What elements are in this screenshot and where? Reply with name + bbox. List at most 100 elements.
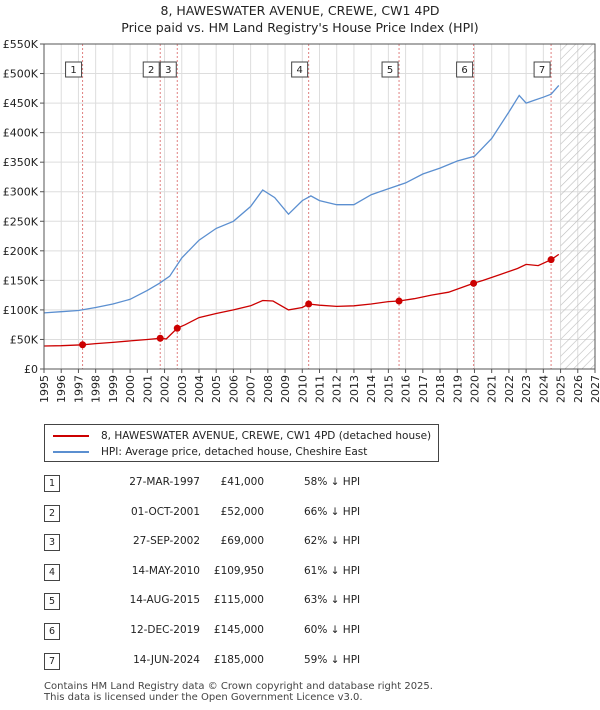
- sale-row: 7 14-JUN-2024 £185,000 59% ↓ HPI: [42, 650, 382, 680]
- x-tick-label: 2022: [503, 375, 516, 403]
- footer: Contains HM Land Registry data © Crown c…: [44, 681, 433, 703]
- x-tick-label: 2017: [417, 375, 430, 403]
- sale-label-box-4: [291, 61, 309, 78]
- sale-hpi-diff: 63% ↓ HPI: [304, 594, 361, 607]
- sales-table: 1 27-MAR-1997 £41,000 58% ↓ HPI 2 01-OCT-2001…: [42, 472, 382, 679]
- footer-line2: This data is licensed under the Open Gov…: [44, 692, 363, 703]
- x-tick-label: 2014: [365, 375, 378, 403]
- legend: 8, HAWESWATER AVENUE, CREWE, CW1 4PD (de…: [44, 424, 439, 462]
- x-tick-label: 2006: [227, 375, 240, 403]
- y-tick-label: £200K: [3, 245, 39, 258]
- property-price-line: [43, 253, 560, 347]
- sale-row: 5 14-AUG-2015 £115,000 63% ↓ HPI: [42, 590, 382, 620]
- x-tick-label: 2007: [245, 375, 258, 403]
- sale-price: £69,000: [220, 535, 264, 548]
- x-tick-label: 1996: [55, 375, 68, 403]
- legend-swatch-hpi: [53, 451, 89, 453]
- x-tick-label: 2025: [555, 375, 568, 403]
- sale-label-box-1: [65, 61, 83, 78]
- x-tick-label: 2021: [486, 375, 499, 403]
- legend-label-property: 8, HAWESWATER AVENUE, CREWE, CW1 4PD (de…: [101, 430, 432, 442]
- sale-date: 27-MAR-1997: [129, 476, 200, 488]
- legend-swatch-property: [53, 435, 89, 437]
- y-tick-label: £300K: [3, 186, 39, 199]
- x-tick-label: 1999: [107, 375, 120, 403]
- y-tick-label: £350K: [3, 156, 39, 169]
- x-tick-label: 2019: [451, 375, 464, 403]
- y-tick-label: £400K: [3, 127, 39, 140]
- x-tick-label: 2010: [296, 375, 309, 403]
- chart-grid: [43, 43, 596, 370]
- chart-title: 8, HAWESWATER AVENUE, CREWE, CW1 4PD Pri…: [0, 2, 600, 36]
- sale-point-2: [156, 334, 164, 342]
- x-tick-label: 2016: [400, 375, 413, 403]
- y-tick-label: £250K: [3, 215, 39, 228]
- sale-point-4: [305, 300, 313, 308]
- sale-date: 01-OCT-2001: [131, 505, 200, 518]
- chart-title-line1: 8, HAWESWATER AVENUE, CREWE, CW1 4PD: [160, 3, 440, 18]
- x-tick-label: 2003: [176, 375, 189, 403]
- x-tick-label: 2027: [589, 375, 600, 403]
- sale-label-box-5: [381, 61, 399, 78]
- x-tick-label: 1998: [90, 375, 103, 403]
- sale-number-badge: 7: [44, 652, 60, 670]
- x-tick-label: 2013: [348, 375, 361, 403]
- sale-point-1: [79, 341, 87, 349]
- sale-price: £185,000: [213, 653, 264, 666]
- sale-label-box-7: [533, 61, 551, 78]
- y-axis-ticks: £0 £50K £100K £150K £200K £250K £300K £350K £400…: [3, 38, 44, 376]
- x-tick-label: 2023: [520, 375, 533, 403]
- legend-label-hpi: HPI: Average price, detached house, Ches…: [101, 446, 368, 458]
- legend-item-property: 8, HAWESWATER AVENUE, CREWE, CW1 4PD (de…: [53, 428, 431, 444]
- sale-date: 27-SEP-2002: [132, 535, 200, 548]
- sale-label-text-5: 5: [387, 65, 393, 76]
- sale-number-badge: 1: [44, 475, 60, 492]
- x-tick-label: 2000: [124, 375, 137, 403]
- chart-series: [43, 84, 560, 347]
- sale-row: 1 27-MAR-1997 £41,000 58% ↓ HPI: [42, 472, 382, 502]
- sale-hpi-diff: 58% ↓ HPI: [304, 476, 361, 488]
- sale-number-badge: 3: [44, 534, 60, 552]
- sale-marker-lines: [82, 44, 552, 369]
- sale-row: 2 01-OCT-2001 £52,000 66% ↓ HPI: [42, 502, 382, 532]
- legend-item-hpi: HPI: Average price, detached house, Ches…: [53, 444, 367, 460]
- sale-label-box-2: [142, 61, 160, 78]
- sale-label-text-2: 2: [148, 65, 154, 76]
- x-tick-label: 2024: [537, 375, 550, 403]
- sale-point-5: [395, 297, 403, 305]
- sale-price: £115,000: [213, 594, 264, 607]
- sale-point-3: [173, 324, 181, 332]
- chart-title-line2: Price paid vs. HM Land Registry's House …: [121, 20, 479, 35]
- y-tick-label: £500K: [3, 68, 39, 81]
- sale-point-6: [470, 279, 478, 287]
- sale-label-text-4: 4: [296, 65, 302, 76]
- sale-label-text-6: 6: [461, 65, 467, 76]
- forecast-hatched-area: [560, 44, 595, 369]
- sale-row: 3 27-SEP-2002 £69,000 62% ↓ HPI: [42, 531, 382, 561]
- sale-price: £52,000: [220, 505, 264, 518]
- y-tick-label: £100K: [3, 304, 39, 317]
- x-axis-ticks: 1995 1996 1997 1998 1999 2000 2001 2002 2003 2004…: [38, 369, 600, 403]
- x-tick-label: 2018: [434, 375, 447, 403]
- x-tick-label: 2009: [279, 375, 292, 403]
- sale-label-text-3: 3: [165, 65, 171, 76]
- x-tick-label: 2011: [314, 375, 327, 403]
- sale-label-box-3: [159, 61, 177, 78]
- hpi-line: [43, 84, 560, 314]
- sale-price: £109,950: [213, 564, 264, 577]
- x-tick-label: 2001: [141, 375, 154, 403]
- y-tick-label: £550K: [3, 38, 39, 51]
- sale-hpi-diff: 62% ↓ HPI: [304, 535, 361, 548]
- sale-number-badge: 6: [44, 622, 60, 640]
- sale-date: 14-AUG-2015: [129, 594, 200, 607]
- sale-hpi-diff: 66% ↓ HPI: [304, 505, 361, 518]
- sale-points: [79, 256, 555, 349]
- sale-label-text-7: 7: [539, 65, 545, 76]
- y-tick-label: £150K: [3, 274, 39, 287]
- y-tick-label: £50K: [10, 333, 39, 346]
- sale-date: 14-MAY-2010: [131, 564, 200, 577]
- x-tick-label: 2015: [382, 375, 395, 403]
- x-tick-label: 2004: [193, 375, 206, 403]
- sale-date: 14-JUN-2024: [133, 653, 200, 666]
